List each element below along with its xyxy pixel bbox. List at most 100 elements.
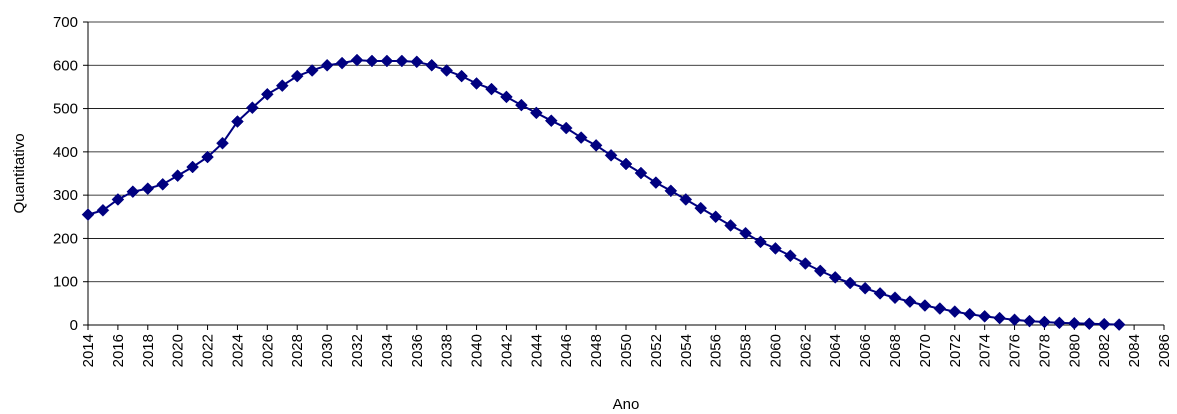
data-point <box>455 69 468 83</box>
x-tick-label: 2036 <box>409 334 426 367</box>
data-point <box>305 64 319 77</box>
data-point <box>544 114 558 128</box>
data-point <box>260 87 274 101</box>
data-point <box>619 157 633 171</box>
data-point <box>679 193 693 206</box>
data-point <box>395 54 409 68</box>
data-point <box>96 203 110 217</box>
data-point <box>828 271 842 284</box>
data-point <box>156 177 170 191</box>
x-tick-label: 2024 <box>229 334 246 367</box>
y-axis-title: Quantitativo <box>11 133 28 213</box>
data-point <box>873 287 887 300</box>
series-line <box>87 59 1120 326</box>
data-point <box>320 58 334 72</box>
x-tick-label: 2032 <box>349 334 366 367</box>
x-tick-label: 2072 <box>947 334 964 367</box>
data-point <box>918 299 932 312</box>
x-tick-label: 2062 <box>797 334 814 367</box>
x-tick-label: 2064 <box>827 334 844 367</box>
x-tick-label: 2020 <box>170 334 187 367</box>
data-point <box>933 302 947 315</box>
x-tick-label: 2060 <box>767 334 784 367</box>
data-point <box>948 305 962 318</box>
data-point <box>470 77 483 90</box>
data-point <box>141 182 155 196</box>
x-tick-label: 2026 <box>259 334 276 367</box>
data-point <box>1023 314 1036 328</box>
data-point <box>246 101 259 115</box>
x-tick-label: 2034 <box>379 334 396 367</box>
data-point <box>1082 317 1096 331</box>
data-point <box>589 139 603 152</box>
data-point <box>365 54 379 68</box>
data-point <box>515 98 528 112</box>
data-point <box>604 148 618 162</box>
data-point <box>1097 317 1111 331</box>
x-tick-label: 2048 <box>588 334 605 367</box>
data-point <box>231 115 244 128</box>
data-point <box>290 69 304 83</box>
data-point <box>709 210 723 224</box>
data-point <box>724 219 737 232</box>
x-tick-label: 2078 <box>1036 334 1053 367</box>
data-point <box>81 208 95 221</box>
data-point <box>1008 313 1021 327</box>
x-axis-title: Ano <box>613 396 640 413</box>
x-tick-label: 2070 <box>917 334 934 367</box>
data-point <box>843 276 857 290</box>
data-point <box>216 136 229 150</box>
y-tick-label: 700 <box>53 14 78 31</box>
data-point <box>694 201 708 215</box>
data-point <box>425 58 439 72</box>
data-point <box>380 54 394 68</box>
data-point <box>126 185 140 199</box>
x-tick-label: 2058 <box>738 334 755 367</box>
x-tick-label: 2030 <box>319 334 336 367</box>
data-point <box>275 79 289 92</box>
data-point <box>1112 318 1126 331</box>
data-point <box>440 64 454 77</box>
x-tick-label: 2054 <box>678 334 695 367</box>
data-point <box>559 121 573 135</box>
x-tick-label: 2046 <box>558 334 575 367</box>
data-point <box>858 281 872 295</box>
axes <box>83 21 1165 330</box>
data-point <box>963 307 977 321</box>
x-tick-label: 2082 <box>1096 334 1113 367</box>
data-point <box>798 257 812 270</box>
x-tick-label: 2052 <box>648 334 665 367</box>
y-tick-label: 100 <box>53 274 78 291</box>
data-point <box>1038 315 1051 329</box>
x-tick-label: 2066 <box>857 334 874 367</box>
data-point <box>186 160 199 174</box>
y-tick-label: 0 <box>70 317 78 334</box>
x-tick-label: 2084 <box>1126 334 1143 367</box>
y-tick-labels: 0 100 200 300 400 500 600 700 <box>53 14 78 334</box>
data-point <box>1067 316 1081 330</box>
data-point <box>171 169 185 183</box>
data-point <box>485 82 498 96</box>
data-point <box>350 53 364 67</box>
data-point <box>813 264 827 278</box>
data-point <box>649 176 663 189</box>
data-point <box>111 193 125 206</box>
y-tick-label: 500 <box>53 101 78 118</box>
x-tick-label: 2022 <box>200 334 217 367</box>
x-tick-label: 2044 <box>528 334 545 367</box>
data-point <box>1053 316 1066 330</box>
y-gridlines <box>88 21 1164 283</box>
data-point <box>739 226 752 240</box>
x-tick-labels: 2014 2016 2018 2020 2022 2024 2026 2028 2030 2032… <box>80 334 1173 367</box>
x-tick-label: 2042 <box>498 334 515 367</box>
y-tick-label: 300 <box>53 187 78 204</box>
x-tick-label: 2080 <box>1066 334 1083 367</box>
x-tick-label: 2040 <box>469 334 486 367</box>
x-tick-label: 2050 <box>618 334 635 367</box>
data-point <box>978 309 992 323</box>
series-group <box>81 53 1126 331</box>
x-tick-label: 2038 <box>439 334 456 367</box>
data-point <box>335 56 349 70</box>
x-tick-label: 2068 <box>887 334 904 367</box>
